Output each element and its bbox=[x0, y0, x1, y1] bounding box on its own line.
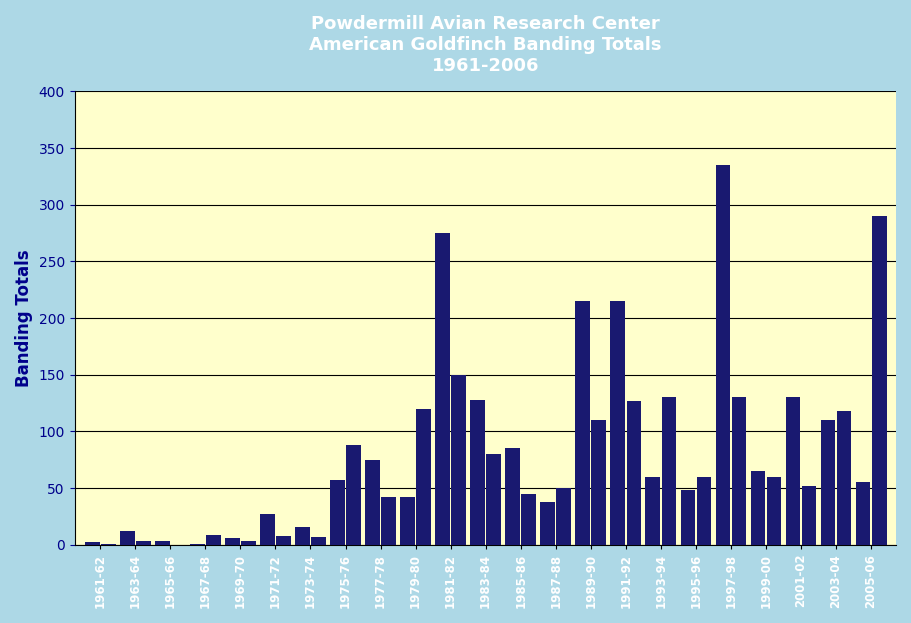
Bar bbox=[435, 233, 450, 545]
Bar bbox=[312, 537, 326, 545]
Bar bbox=[872, 216, 886, 545]
Bar bbox=[451, 375, 466, 545]
Bar bbox=[732, 397, 746, 545]
Bar bbox=[802, 486, 816, 545]
Bar bbox=[470, 400, 485, 545]
Bar bbox=[206, 535, 220, 545]
Bar bbox=[120, 531, 135, 545]
Title: Powdermill Avian Research Center
American Goldfinch Banding Totals
1961-2006: Powdermill Avian Research Center America… bbox=[309, 15, 661, 75]
Bar bbox=[610, 301, 625, 545]
Bar bbox=[260, 514, 275, 545]
Bar bbox=[751, 471, 765, 545]
Bar bbox=[785, 397, 801, 545]
Bar bbox=[295, 526, 310, 545]
Bar bbox=[521, 493, 537, 545]
Bar bbox=[365, 460, 380, 545]
Bar bbox=[416, 409, 431, 545]
Bar bbox=[85, 543, 99, 545]
Bar bbox=[155, 541, 169, 545]
Bar bbox=[330, 480, 345, 545]
Bar bbox=[241, 541, 256, 545]
Bar bbox=[382, 497, 396, 545]
Bar bbox=[591, 420, 606, 545]
Bar bbox=[855, 482, 870, 545]
Bar bbox=[557, 488, 571, 545]
Bar bbox=[767, 477, 782, 545]
Bar bbox=[346, 445, 361, 545]
Bar bbox=[576, 301, 590, 545]
Bar bbox=[189, 544, 205, 545]
Bar bbox=[661, 397, 676, 545]
Bar bbox=[486, 454, 501, 545]
Bar bbox=[821, 420, 835, 545]
Bar bbox=[225, 538, 240, 545]
Bar bbox=[101, 544, 116, 545]
Bar bbox=[681, 490, 695, 545]
Bar bbox=[136, 541, 150, 545]
Bar bbox=[540, 502, 555, 545]
Bar bbox=[627, 401, 641, 545]
Bar bbox=[400, 497, 415, 545]
Y-axis label: Banding Totals: Banding Totals bbox=[15, 249, 33, 387]
Bar bbox=[837, 411, 852, 545]
Bar bbox=[715, 165, 731, 545]
Bar bbox=[506, 449, 520, 545]
Bar bbox=[697, 477, 711, 545]
Bar bbox=[646, 477, 660, 545]
Bar bbox=[276, 536, 291, 545]
